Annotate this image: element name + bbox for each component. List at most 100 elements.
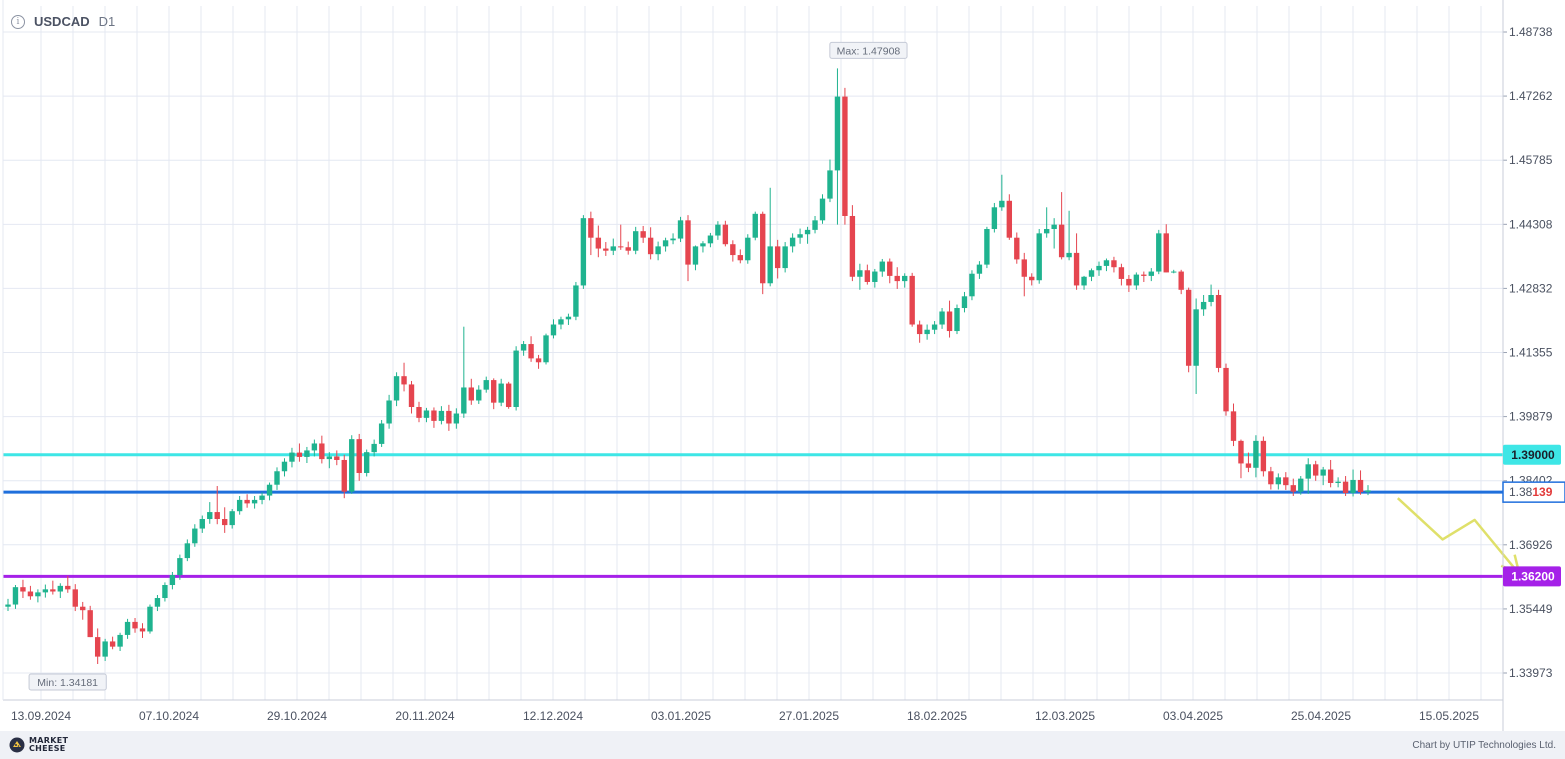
candle-up: [177, 558, 183, 576]
candle-up: [1200, 301, 1207, 310]
price-prefix: 1.38: [1509, 485, 1533, 499]
candle-up: [991, 207, 998, 230]
candle-up: [363, 452, 370, 473]
candle-down: [1029, 276, 1035, 281]
candle-up: [573, 285, 579, 317]
candle-down: [109, 641, 116, 647]
candle-down: [319, 443, 325, 460]
candle-up: [752, 213, 758, 238]
x-tick-label: 03.04.2025: [1163, 709, 1223, 723]
candle-up: [1133, 274, 1140, 286]
candle-up: [1208, 294, 1214, 302]
candle-down: [760, 213, 766, 284]
candle-down: [618, 246, 624, 248]
candle-down: [1268, 471, 1274, 485]
candle-up: [872, 271, 878, 282]
candle-up: [804, 229, 811, 235]
candle-up: [266, 484, 273, 496]
candle-up: [999, 200, 1005, 208]
candle-up: [438, 410, 445, 421]
candle-down: [625, 247, 631, 251]
candle-down: [535, 358, 542, 363]
candle-up: [715, 224, 721, 236]
candle-up: [879, 261, 885, 272]
level-value-current: 1.38139: [1509, 485, 1553, 499]
candle-down: [80, 606, 86, 611]
candle-down: [1260, 440, 1267, 472]
candle-up: [386, 400, 392, 424]
candle-down: [528, 344, 534, 359]
level-box-resistance: [1503, 444, 1561, 465]
footer-bar: MARKET CHEESE Chart by UTIP Technologies…: [0, 731, 1565, 759]
candle-down: [946, 311, 953, 332]
candle-down: [1357, 479, 1364, 493]
candle-up: [984, 229, 990, 265]
candle-up: [147, 606, 153, 632]
candle-up: [154, 598, 161, 607]
candle-up: [207, 512, 213, 520]
candle-up: [1066, 252, 1072, 258]
candle-up: [782, 246, 788, 269]
candle-up: [961, 296, 968, 309]
candle-up: [42, 589, 49, 593]
candle-up: [797, 234, 803, 238]
candle-up: [1193, 309, 1199, 366]
candle-down: [774, 246, 781, 269]
candle-down: [1111, 260, 1117, 268]
candle-up: [700, 243, 706, 247]
x-tick-label: 07.10.2024: [139, 709, 199, 723]
candle-down: [139, 628, 146, 632]
y-tick-label: 1.44308: [1509, 217, 1553, 231]
candle-up: [745, 237, 751, 261]
candle-up: [789, 237, 796, 247]
market-cheese-logo[interactable]: MARKET CHEESE: [9, 737, 68, 753]
candle-up: [124, 621, 131, 635]
level-label-support: 1.36200: [1503, 566, 1561, 587]
candle-down: [1178, 271, 1184, 290]
candle-up: [236, 499, 243, 512]
x-tick-label: 20.11.2024: [395, 709, 454, 723]
candle-up: [1036, 233, 1042, 281]
candle-down: [27, 591, 34, 597]
candle-down: [595, 237, 602, 249]
candle-up: [1335, 481, 1341, 483]
candle-down: [1021, 259, 1027, 277]
candle-down: [72, 589, 78, 607]
level-box-current: [1502, 481, 1565, 503]
candle-down: [887, 261, 893, 276]
candle-up: [1253, 440, 1259, 468]
candle-up: [692, 246, 699, 265]
candle-up: [1148, 271, 1154, 276]
candle-up: [1096, 265, 1102, 271]
candle-down: [244, 499, 250, 504]
candle-up: [1081, 276, 1087, 286]
candle-down: [1245, 463, 1252, 468]
candle-up: [633, 231, 639, 251]
candle-up: [326, 456, 333, 460]
cheese-logo-icon: [9, 737, 25, 753]
candle-up: [162, 585, 168, 599]
candle-up: [461, 387, 467, 414]
candle-down: [505, 383, 512, 408]
timeframe-label[interactable]: D1: [98, 14, 116, 29]
candle-down: [408, 384, 415, 408]
candle-down: [1141, 274, 1147, 276]
info-circle-icon[interactable]: i: [11, 14, 25, 29]
candle-down: [640, 231, 646, 238]
y-tick-label: 1.33973: [1509, 666, 1553, 680]
candle-down: [222, 519, 228, 526]
candle-up: [1320, 469, 1326, 476]
candle-up: [1305, 464, 1311, 479]
x-tick-label: 29.10.2024: [267, 709, 327, 723]
candle-up: [1298, 478, 1304, 492]
candle-down: [730, 244, 736, 256]
candle-down: [1163, 233, 1169, 273]
candle-up: [1171, 271, 1177, 273]
candle-up: [610, 246, 616, 251]
candle-up: [498, 383, 504, 403]
candle-down: [1014, 237, 1020, 260]
candle-down: [468, 387, 474, 401]
candle-up: [1275, 477, 1282, 485]
symbol-label: USDCAD: [34, 14, 90, 29]
